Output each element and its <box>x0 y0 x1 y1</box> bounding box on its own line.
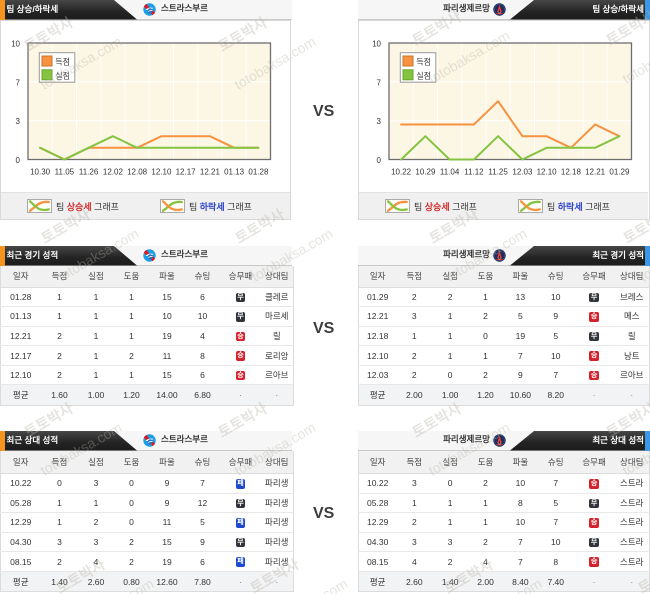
svg-text:12.18: 12.18 <box>561 168 582 177</box>
svg-text:10.29: 10.29 <box>415 168 436 177</box>
svg-text:0: 0 <box>377 156 382 165</box>
svg-text:01.13: 01.13 <box>224 168 245 177</box>
svg-text:10.30: 10.30 <box>30 168 51 177</box>
svg-text:7: 7 <box>16 78 21 87</box>
svg-text:득점: 득점 <box>55 57 70 67</box>
svg-text:실점: 실점 <box>55 70 70 80</box>
svg-text:01.28: 01.28 <box>248 168 269 177</box>
svg-text:3: 3 <box>377 117 382 126</box>
svg-text:7: 7 <box>377 78 382 87</box>
svg-text:10: 10 <box>11 40 20 49</box>
svg-text:0: 0 <box>16 156 21 165</box>
svg-text:득점: 득점 <box>416 57 431 67</box>
svg-text:11.04: 11.04 <box>440 168 460 177</box>
svg-text:11.25: 11.25 <box>488 168 508 177</box>
svg-text:12.21: 12.21 <box>200 168 221 177</box>
svg-text:실점: 실점 <box>416 70 431 80</box>
svg-text:12.17: 12.17 <box>176 168 197 177</box>
svg-text:12.10: 12.10 <box>537 168 558 177</box>
svg-text:12.10: 12.10 <box>151 168 172 177</box>
svg-text:11.05: 11.05 <box>55 168 75 177</box>
svg-text:3: 3 <box>16 117 21 126</box>
svg-text:12.21: 12.21 <box>585 168 606 177</box>
svg-text:12.02: 12.02 <box>103 168 124 177</box>
svg-text:11.26: 11.26 <box>79 168 99 177</box>
svg-text:12.03: 12.03 <box>512 168 533 177</box>
svg-text:01.29: 01.29 <box>609 168 630 177</box>
svg-text:12.08: 12.08 <box>127 168 148 177</box>
svg-text:10: 10 <box>372 40 381 49</box>
svg-text:10.22: 10.22 <box>391 168 412 177</box>
svg-text:11.12: 11.12 <box>464 168 484 177</box>
